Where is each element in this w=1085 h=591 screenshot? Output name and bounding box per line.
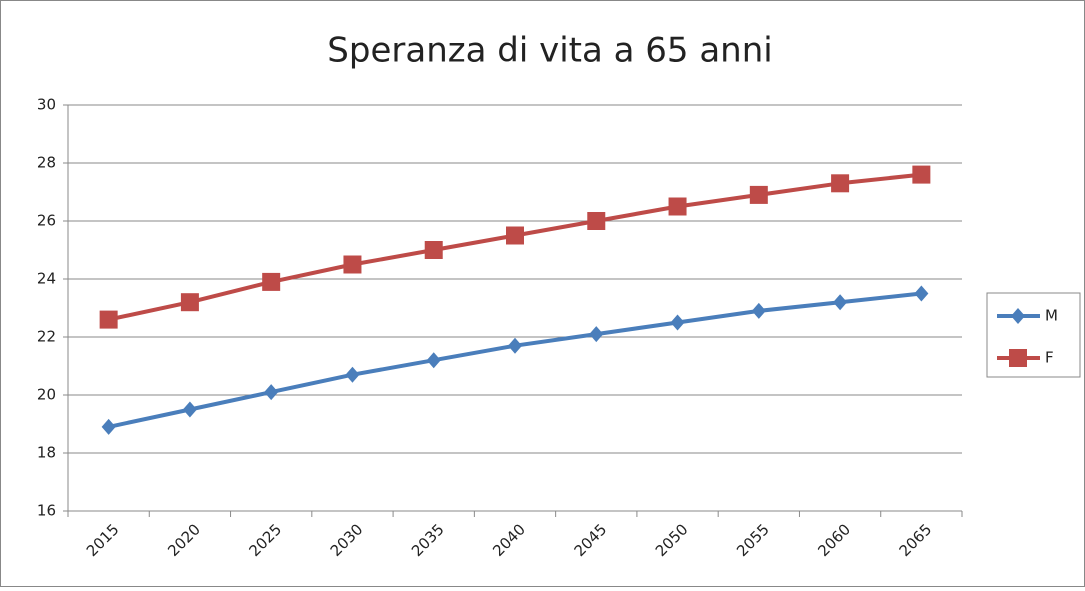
chart-title: Speranza di vita a 65 anni [327,31,772,71]
legend-box [986,292,1081,378]
y-tick-label: 28 [37,154,56,172]
marker [670,314,685,331]
y-tick-label: 30 [37,96,56,114]
marker [506,226,524,245]
marker [101,418,116,435]
legend-label: F [1045,349,1054,367]
y-tick-label: 22 [37,328,56,346]
marker [426,352,441,369]
marker [668,197,687,216]
marker [749,185,768,204]
marker [833,294,848,311]
marker [180,293,199,312]
y-tick-label: 18 [37,444,56,462]
marker [262,272,281,291]
y-tick-label: 16 [37,502,56,520]
marker [264,384,279,401]
marker [182,401,197,418]
marker [345,366,360,383]
marker [831,174,850,193]
marker [589,326,604,343]
marker [751,302,766,319]
marker [1011,308,1025,324]
y-tick-label: 26 [37,212,56,230]
y-tick-label: 20 [37,386,56,404]
marker [343,255,362,274]
y-tick-label: 24 [37,270,56,288]
marker [914,285,929,302]
marker [99,310,118,329]
marker [1009,349,1027,367]
marker [508,337,522,354]
marker [912,165,931,184]
marker [424,241,443,259]
marker [587,212,606,230]
legend-label: M [1045,307,1058,325]
